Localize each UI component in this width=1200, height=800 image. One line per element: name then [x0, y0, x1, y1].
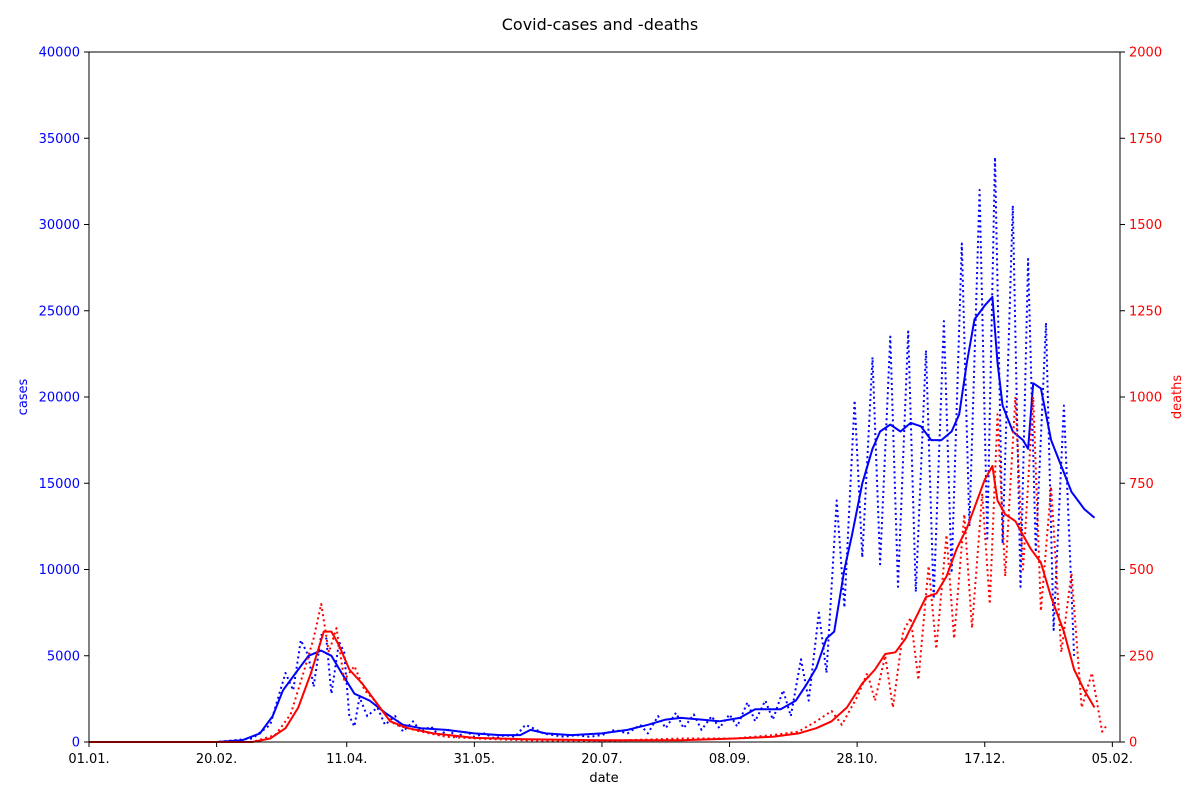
left-tick-label: 15000 [39, 477, 80, 492]
right-tick-label: 750 [1129, 477, 1154, 492]
left-tick-label: 25000 [39, 304, 80, 319]
x-tick-label: 17.12. [964, 752, 1005, 767]
x-tick-label: 05.02. [1092, 752, 1133, 767]
left-tick-label: 30000 [39, 218, 80, 233]
x-tick-label: 20.07. [581, 752, 622, 767]
right-tick-label: 250 [1129, 649, 1154, 664]
right-y-axis: 0 250 500 750 1000 1250 1500 1750 2000 [1120, 46, 1162, 751]
x-tick-label: 28.10. [836, 752, 877, 767]
x-tick-label: 20.02. [196, 752, 237, 767]
left-y-axis: 0 5000 10000 15000 20000 25000 30000 35000 40000 [39, 46, 89, 751]
right-tick-label: 1250 [1129, 304, 1162, 319]
right-tick-label: 500 [1129, 563, 1154, 578]
left-tick-label: 40000 [39, 46, 80, 61]
left-tick-label: 20000 [39, 391, 80, 406]
right-tick-label: 1000 [1129, 391, 1162, 406]
chart-title: Covid-cases and -deaths [502, 15, 699, 34]
left-tick-label: 0 [72, 736, 80, 751]
x-tick-label: 11.04. [326, 752, 367, 767]
series-line-deaths [89, 396, 1108, 743]
right-tick-label: 1500 [1129, 218, 1162, 233]
series-line-cases [89, 156, 1076, 743]
left-tick-label: 10000 [39, 563, 80, 578]
series-layer [89, 156, 1108, 743]
series-line-cases-avg [89, 295, 1096, 743]
series-line-deaths-avg [89, 465, 1096, 743]
right-tick-label: 0 [1129, 736, 1137, 751]
x-tick-label: 31.05. [454, 752, 495, 767]
right-y-axis-label: deaths [1170, 375, 1185, 420]
left-y-axis-label: cases [16, 378, 31, 415]
left-tick-label: 35000 [39, 132, 80, 147]
x-tick-label: 01.01. [68, 752, 109, 767]
x-axis: 01.01. 20.02. 11.04. 31.05. 20.07. 08.09. 28.1… [68, 742, 1133, 767]
right-tick-label: 2000 [1129, 46, 1162, 61]
x-axis-label: date [589, 771, 618, 786]
left-tick-label: 5000 [47, 649, 80, 664]
x-tick-label: 08.09. [709, 752, 750, 767]
right-tick-label: 1750 [1129, 132, 1162, 147]
